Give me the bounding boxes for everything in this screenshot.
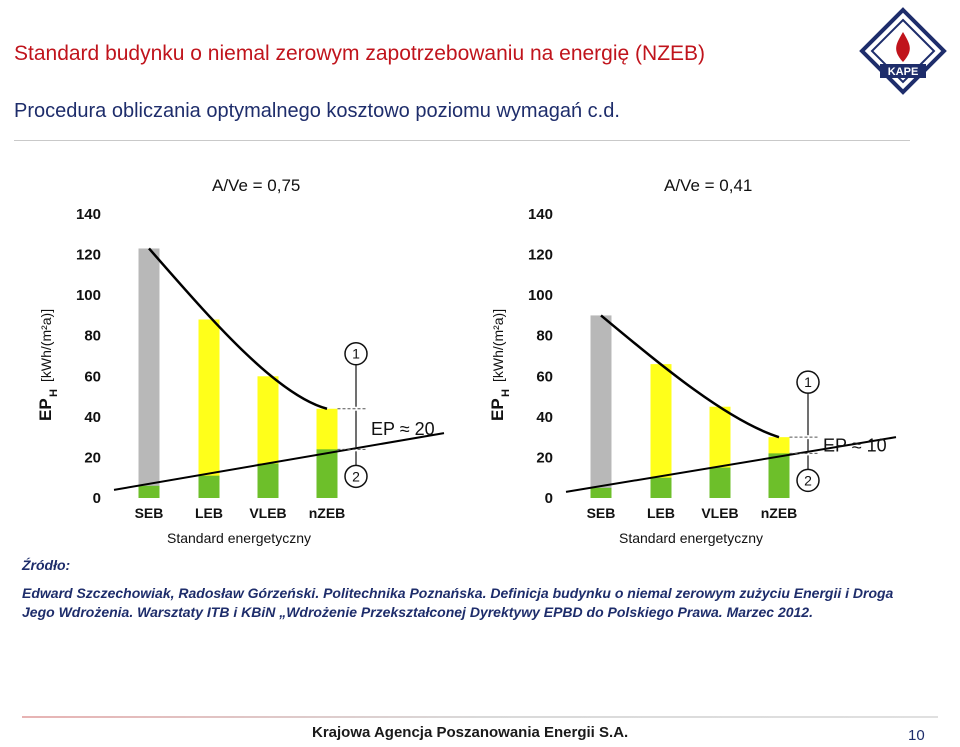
bar-seb <box>590 315 612 498</box>
x-tick-label: SEB <box>135 505 164 521</box>
y-axis-label-sub: H <box>48 389 60 397</box>
y-tick-label: 20 <box>84 449 101 466</box>
divider-top <box>14 140 910 141</box>
y-tick-label: 40 <box>536 409 553 426</box>
x-tick-label: nZEB <box>761 505 798 521</box>
demand-curve <box>600 314 780 439</box>
y-axis-label: EPH [kWh/(m²a)] <box>488 309 512 421</box>
y-tick-label: 60 <box>84 368 101 385</box>
slide-title: Standard budynku o niemal zerowym zapotr… <box>14 42 706 65</box>
y-tick-label: 100 <box>528 287 553 304</box>
bar-renewable-nzeb <box>768 453 790 498</box>
marker-1-label: 1 <box>804 374 812 390</box>
y-tick-label: 140 <box>76 206 101 223</box>
demand-curve <box>148 247 328 410</box>
bar-seb <box>138 248 160 498</box>
marker-2-label: 2 <box>804 472 812 488</box>
bar-renewable-seb <box>138 485 160 498</box>
y-axis-label: EPH [kWh/(m²a)] <box>36 309 60 421</box>
y-tick-label: 40 <box>84 409 101 426</box>
source-text: Edward Szczechowiak, Radosław Górzeński.… <box>22 585 894 620</box>
x-tick-label: VLEB <box>249 505 286 521</box>
x-tick-label: LEB <box>647 505 675 521</box>
bar-renewable-seb <box>590 487 612 498</box>
svg-text:KAPE: KAPE <box>888 66 919 78</box>
kape-logo: KAPE <box>859 7 947 95</box>
x-axis-label: Standard energetyczny <box>619 530 763 546</box>
y-tick-label: 80 <box>84 328 101 345</box>
x-tick-label: SEB <box>587 505 616 521</box>
footer-text: Krajowa Agencja Poszanowania Energii S.A… <box>312 724 629 741</box>
y-tick-label: 120 <box>528 247 553 264</box>
charts-svg: A/Ve = 0,75020406080100120140EPH[kWh/(m²… <box>36 176 897 546</box>
ep-annotation: EP ≈ 20 <box>371 419 435 439</box>
y-axis-label-main: EP <box>36 398 55 421</box>
y-tick-label: 80 <box>536 328 553 345</box>
y-tick-label: 0 <box>545 490 553 507</box>
bar-renewable-leb <box>198 475 220 498</box>
x-tick-label: LEB <box>195 505 223 521</box>
slide-subtitle: Procedura obliczania optymalnego kosztow… <box>14 100 620 122</box>
chart-title: A/Ve = 0,41 <box>664 176 752 195</box>
page-number: 10 <box>908 727 925 744</box>
y-tick-label: 120 <box>76 247 101 264</box>
y-tick-label: 20 <box>536 449 553 466</box>
divider-bottom <box>22 716 938 718</box>
x-tick-label: nZEB <box>309 505 346 521</box>
x-axis-label: Standard energetyczny <box>167 530 311 546</box>
marker-1-label: 1 <box>352 346 360 362</box>
renewable-line <box>113 432 445 491</box>
y-axis-label-unit: [kWh/(m²a)] <box>490 309 506 382</box>
marker-2-label: 2 <box>352 468 360 484</box>
y-tick-label: 0 <box>93 490 101 507</box>
y-tick-label: 140 <box>528 206 553 223</box>
chart-figure: A/Ve = 0,75 0 20 40 60 80 100 120 140 EP H [kWh/(m²… <box>4 146 910 556</box>
bar-renewable-leb <box>650 477 672 498</box>
x-tick-label: VLEB <box>701 505 738 521</box>
y-axis-label-main: EP <box>488 398 507 421</box>
y-axis-label-unit: [kWh/(m²a)] <box>38 309 54 382</box>
ep-annotation: EP ≈ 10 <box>823 435 887 455</box>
bar-renewable-nzeb <box>316 449 338 498</box>
source-label: Źródło: <box>22 557 71 573</box>
bar-leb <box>198 319 220 498</box>
chart-title: A/Ve = 0,75 <box>212 176 300 195</box>
renewable-line <box>565 436 897 493</box>
y-tick-label: 100 <box>76 287 101 304</box>
bar-renewable-vleb <box>709 467 731 498</box>
bar-renewable-vleb <box>257 463 279 498</box>
bar-leb <box>650 364 672 498</box>
y-axis-label-sub: H <box>500 389 512 397</box>
y-tick-label: 60 <box>536 368 553 385</box>
